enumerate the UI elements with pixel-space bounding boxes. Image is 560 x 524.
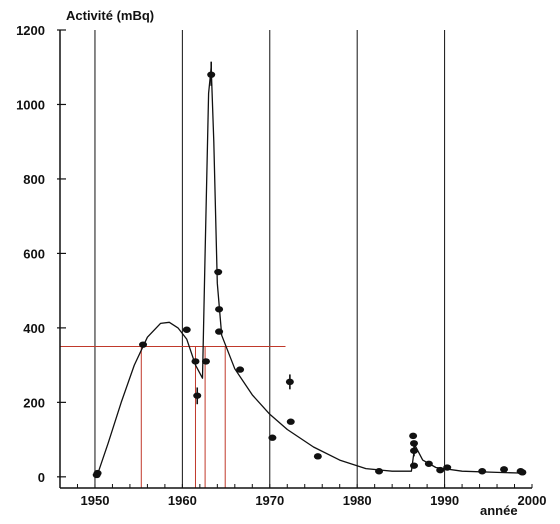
y-tick-label: 1200 [16, 23, 45, 38]
x-tick-label: 1960 [168, 493, 197, 508]
x-tick-label: 1970 [255, 493, 284, 508]
data-point [443, 464, 452, 471]
x-tick-label: 1950 [81, 493, 110, 508]
data-point [436, 466, 445, 474]
fit-curve [96, 66, 524, 478]
y-tick-label: 200 [23, 395, 45, 410]
data-point [410, 462, 418, 469]
data-point [201, 358, 210, 365]
x-tick-label: 1980 [343, 493, 372, 508]
data-point [478, 468, 487, 475]
y-tick-label: 0 [38, 470, 45, 485]
data-point [139, 341, 148, 348]
data-point [236, 366, 245, 373]
data-point [191, 358, 200, 365]
data-point [410, 447, 418, 454]
data-point [215, 328, 224, 335]
y-axis-title: Activité (mBq) [66, 8, 154, 23]
data-point [268, 434, 277, 441]
data-point [500, 466, 509, 473]
data-point [313, 453, 322, 460]
data-point [214, 268, 223, 276]
guide-layer [60, 346, 286, 488]
grid-layer [94, 30, 446, 488]
point-layer [92, 61, 527, 479]
data-point [215, 306, 224, 313]
axis-layer: 0 200 400 600 800 1000 1200 1950 1960 1970 1980 199… [16, 23, 546, 508]
data-point [182, 326, 191, 333]
data-point [375, 468, 384, 475]
data-point [424, 460, 433, 467]
y-tick-label: 1000 [16, 97, 45, 112]
data-point [93, 469, 102, 477]
y-tick-label: 600 [23, 246, 45, 261]
data-point [409, 432, 418, 440]
data-point [410, 440, 418, 447]
data-point [285, 378, 294, 386]
x-axis-title: année [480, 503, 518, 518]
data-point [518, 469, 527, 476]
data-point [207, 71, 216, 78]
data-point [193, 392, 202, 399]
curve-layer [96, 66, 524, 478]
y-tick-label: 800 [23, 172, 45, 187]
data-point [286, 418, 295, 425]
x-tick-label: 1990 [430, 493, 459, 508]
y-tick-label: 400 [23, 321, 45, 336]
x-tick-label: 2000 [518, 493, 547, 508]
